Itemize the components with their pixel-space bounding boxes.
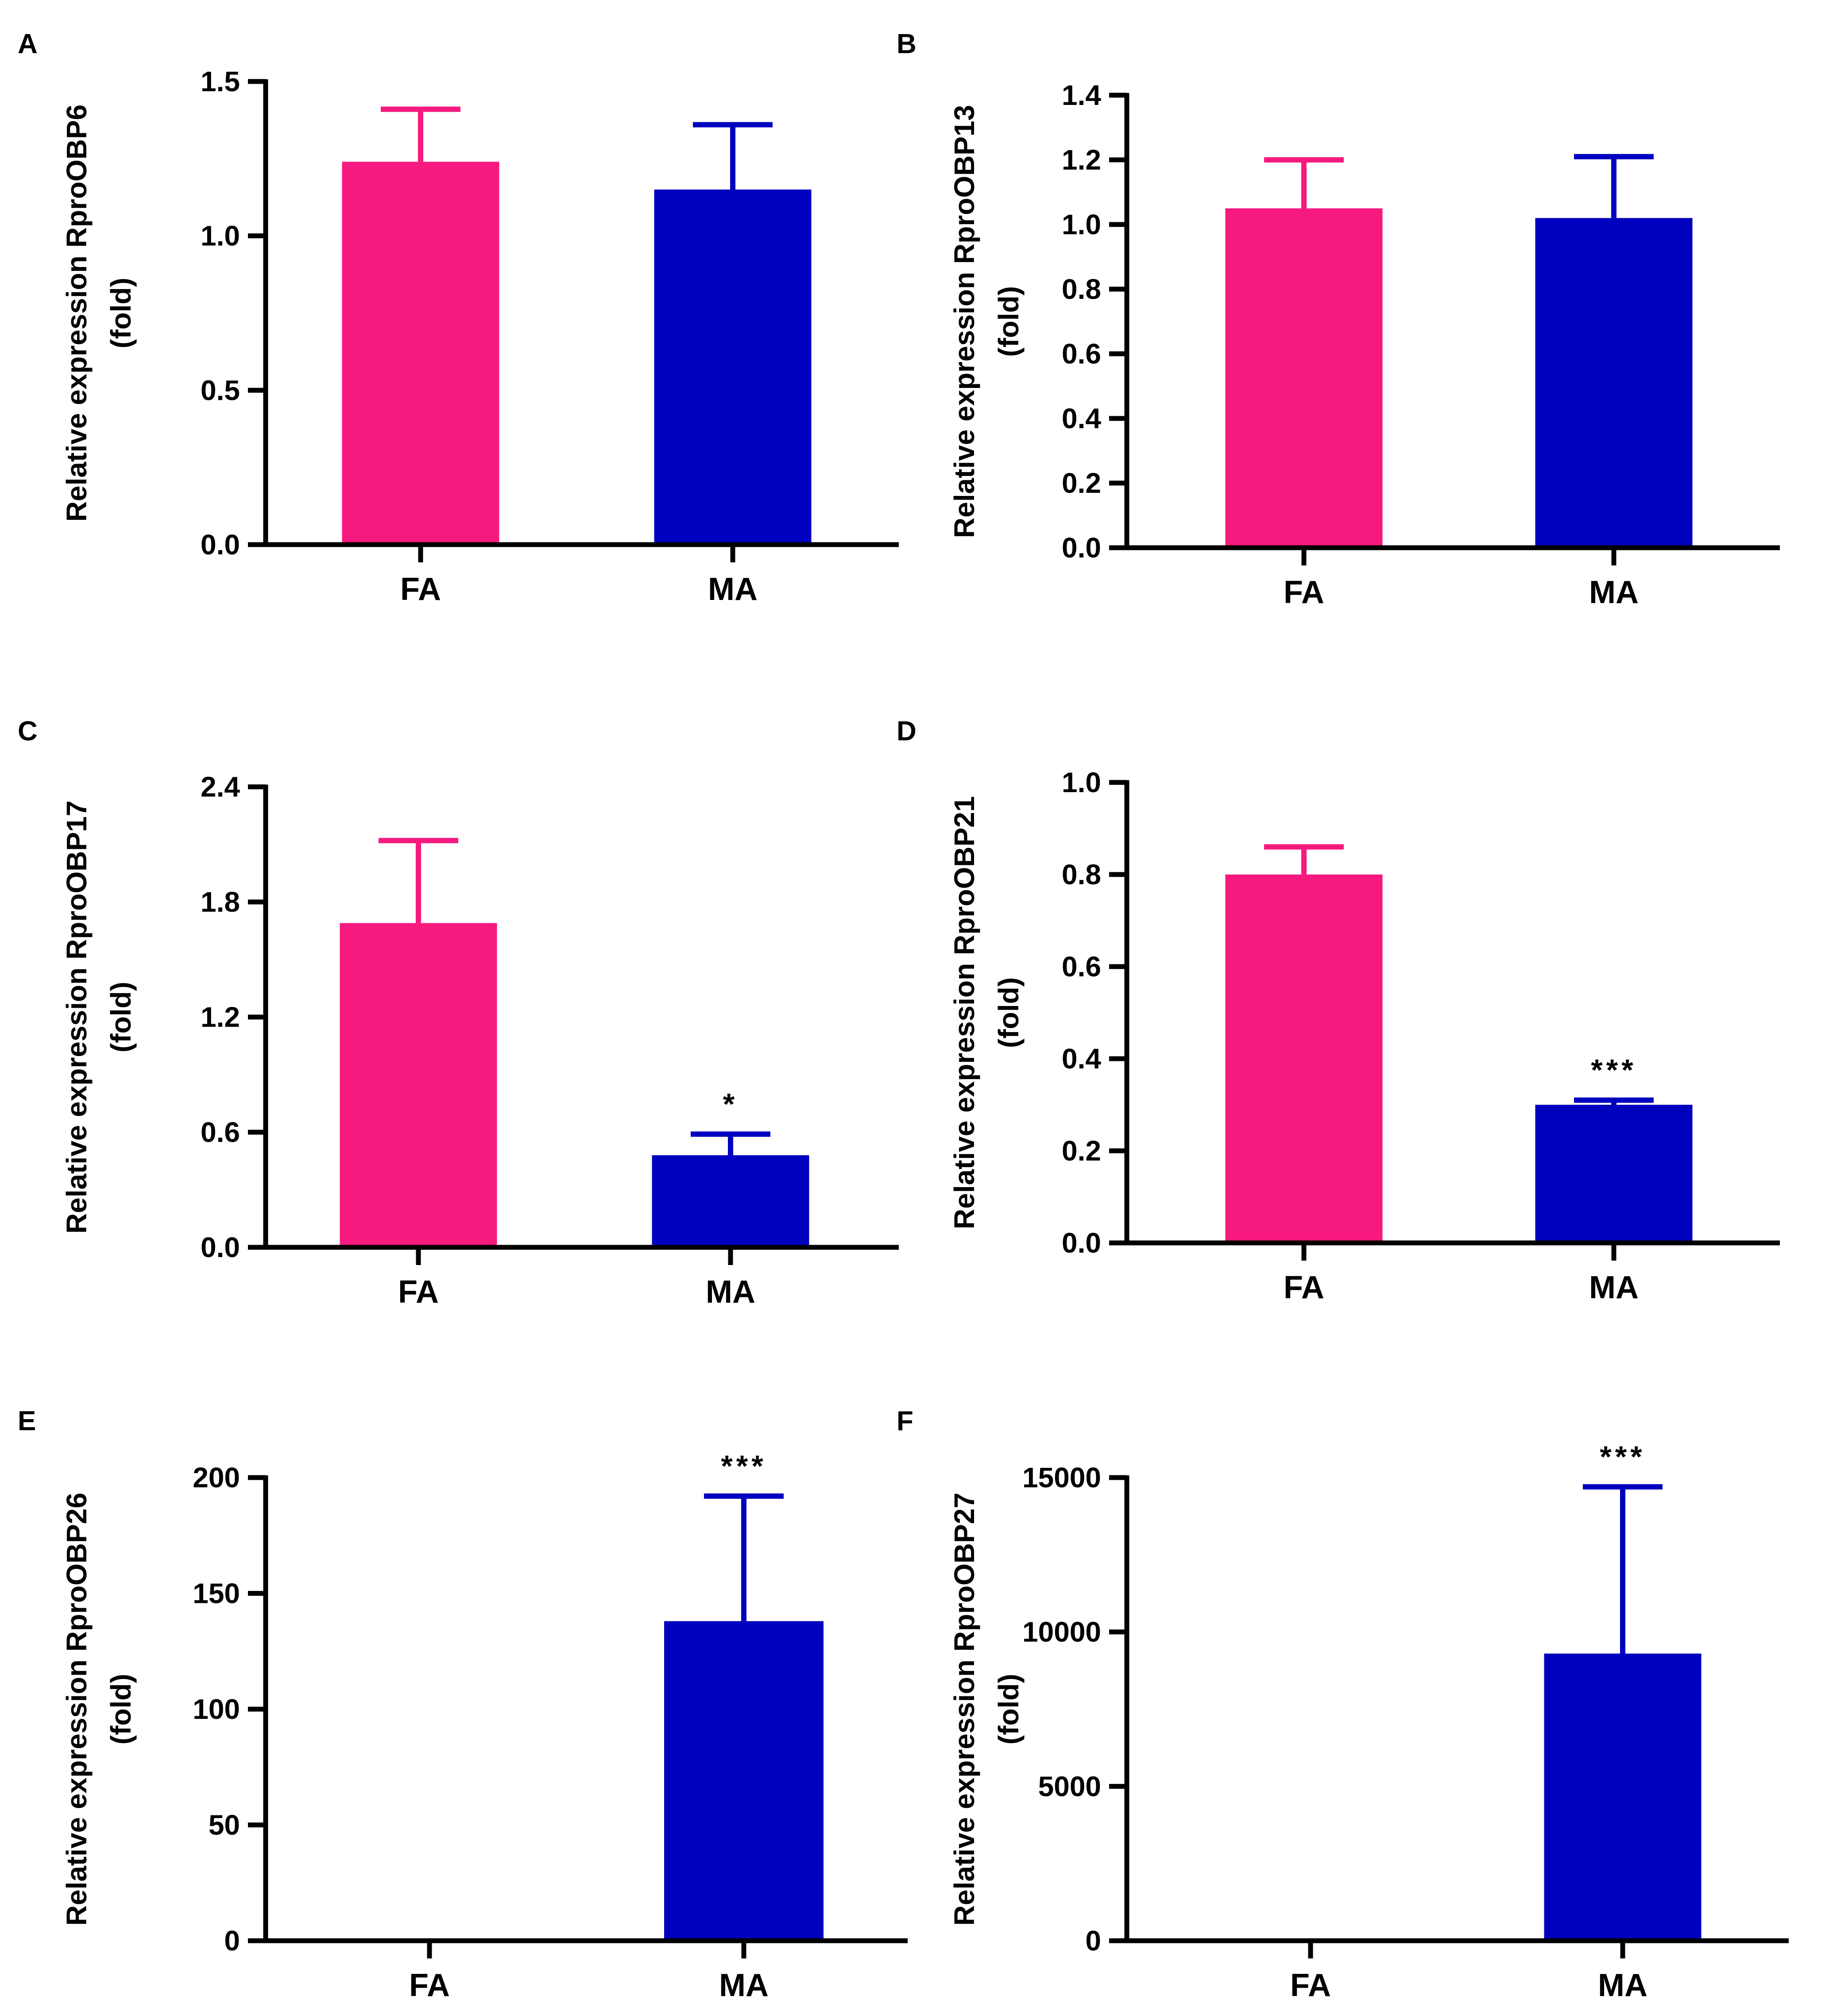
panel-b-bar-fa (1225, 208, 1383, 548)
panel-d-xtick-label-fa: FA (1284, 1270, 1324, 1305)
panel-a-xtick-label-ma: MA (708, 572, 758, 607)
panel-e-bar-ma (664, 1621, 824, 1941)
panel-d-ytick-label: 0.4 (1062, 1043, 1101, 1075)
panel-f-ylabel: Relative expression RproOBP27 (948, 1493, 980, 1926)
panel-d-letter: D (897, 716, 916, 747)
panel-e-xtick-label-ma: MA (719, 1968, 769, 2003)
panel-b-xtick-label-fa: FA (1284, 575, 1324, 610)
panel-d: D *** 0.0 0.2 0.4 0.6 0.8 1.0 FA MA Relative expre… (897, 716, 1780, 1305)
panel-f-ylabel-unit: (fold) (993, 1674, 1025, 1745)
panel-b-bar-ma (1535, 218, 1693, 548)
panel-a-ytick-label: 0.5 (201, 374, 240, 406)
panel-e-ytick-label: 50 (209, 1809, 240, 1841)
panel-b-ytick-label: 0.8 (1062, 273, 1101, 305)
panel-a-ylabel-unit: (fold) (105, 278, 137, 348)
panel-f-ytick-label: 10000 (1022, 1616, 1101, 1648)
panel-b-xtick-label-ma: MA (1589, 575, 1639, 610)
panel-b-ytick-label: 1.2 (1062, 144, 1101, 176)
panel-d-ylabel-unit: (fold) (993, 977, 1025, 1048)
panel-f-ytick-label: 0 (1085, 1925, 1101, 1957)
panel-c-ytick-label: 0.0 (201, 1231, 240, 1263)
panel-d-bar-fa (1225, 875, 1383, 1243)
panel-e-letter: E (18, 1406, 36, 1436)
panel-b-letter: B (897, 29, 916, 59)
panel-f-xtick-label-fa: FA (1290, 1968, 1331, 2003)
panel-c-ytick-label: 1.8 (201, 886, 240, 918)
panel-a-bar-fa (342, 162, 499, 545)
panel-e: E *** 0 50 100 150 200 FA MA Relative expression … (18, 1406, 908, 2003)
panel-d-ytick-label: 0.6 (1062, 951, 1101, 983)
panel-f: F *** 0 5000 10000 15000 FA MA Relative expressi… (897, 1406, 1789, 2003)
panel-b-ytick-label: 1.4 (1062, 79, 1101, 111)
panel-a: A 0.0 0.5 1.0 1.5 FA MA Relative expression Rpr… (18, 29, 899, 607)
panel-e-significance-ma: *** (721, 1449, 766, 1483)
panel-b-ytick-label: 0.6 (1062, 338, 1101, 370)
panel-b-ytick-label: 0.2 (1062, 467, 1101, 499)
panel-f-bar-ma (1544, 1653, 1702, 1941)
panel-d-ytick-label: 0.2 (1062, 1135, 1101, 1167)
panel-d-ytick-label: 0.0 (1062, 1227, 1101, 1259)
panel-a-bar-ma (654, 190, 812, 545)
panel-b-ytick-label: 1.0 (1062, 209, 1101, 240)
panel-c-bar-ma (652, 1155, 809, 1247)
panel-c-xtick-label-fa: FA (398, 1274, 439, 1310)
panel-d-ytick-label: 0.8 (1062, 859, 1101, 890)
panel-d-xtick-label-ma: MA (1589, 1270, 1639, 1305)
panel-c-ylabel-unit: (fold) (105, 982, 137, 1052)
panel-e-ytick-label: 200 (193, 1462, 240, 1494)
panel-f-ytick-label: 5000 (1038, 1770, 1101, 1802)
panel-e-ylabel: Relative expression RproOBP26 (61, 1493, 93, 1926)
panel-d-significance-ma: *** (1591, 1053, 1636, 1087)
panel-b: B 0.0 0.2 0.4 0.6 0.8 1.0 1.2 1.4 FA MA Relative ex… (897, 29, 1780, 610)
panel-d-ytick-label: 1.0 (1062, 766, 1101, 798)
panel-b-ylabel-unit: (fold) (993, 286, 1025, 357)
panel-c-ylabel: Relative expression RproOBP17 (61, 801, 93, 1234)
panel-f-letter: F (897, 1406, 913, 1436)
panel-e-ytick-label: 0 (224, 1925, 240, 1957)
panel-a-ytick-label: 1.0 (201, 220, 240, 252)
panel-a-letter: A (18, 29, 38, 59)
panel-b-ylabel: Relative expression RproOBP13 (948, 105, 980, 538)
panel-c-letter: C (18, 716, 38, 747)
panel-a-ytick-label: 0.0 (201, 529, 240, 561)
panel-f-significance-ma: *** (1600, 1440, 1645, 1474)
panel-a-ytick-label: 1.5 (201, 66, 240, 97)
panel-c-ytick-label: 0.6 (201, 1116, 240, 1148)
panel-d-bar-ma (1535, 1105, 1693, 1243)
panel-f-ytick-label: 15000 (1022, 1462, 1101, 1494)
panel-e-ytick-label: 100 (193, 1693, 240, 1725)
panel-e-ytick-label: 150 (193, 1578, 240, 1610)
panel-a-xtick-label-fa: FA (400, 572, 441, 607)
panel-a-ylabel: Relative expression RproOBP6 (61, 104, 93, 522)
panel-b-ytick-label: 0.4 (1062, 402, 1101, 434)
panel-c-bar-fa (340, 923, 497, 1247)
panel-f-xtick-label-ma: MA (1598, 1968, 1647, 2003)
panel-c: C * 0.0 0.6 1.2 1.8 2.4 FA MA Relative expression… (18, 716, 899, 1310)
panel-e-xtick-label-fa: FA (409, 1968, 450, 2003)
panel-d-ylabel: Relative expression RproOBP21 (948, 796, 980, 1229)
panel-c-significance-ma: * (723, 1087, 738, 1121)
panel-e-ylabel-unit: (fold) (105, 1674, 137, 1745)
panel-c-ytick-label: 2.4 (201, 771, 240, 803)
panel-c-ytick-label: 1.2 (201, 1001, 240, 1033)
panel-c-xtick-label-ma: MA (706, 1274, 755, 1310)
panel-b-ytick-label: 0.0 (1062, 532, 1101, 564)
